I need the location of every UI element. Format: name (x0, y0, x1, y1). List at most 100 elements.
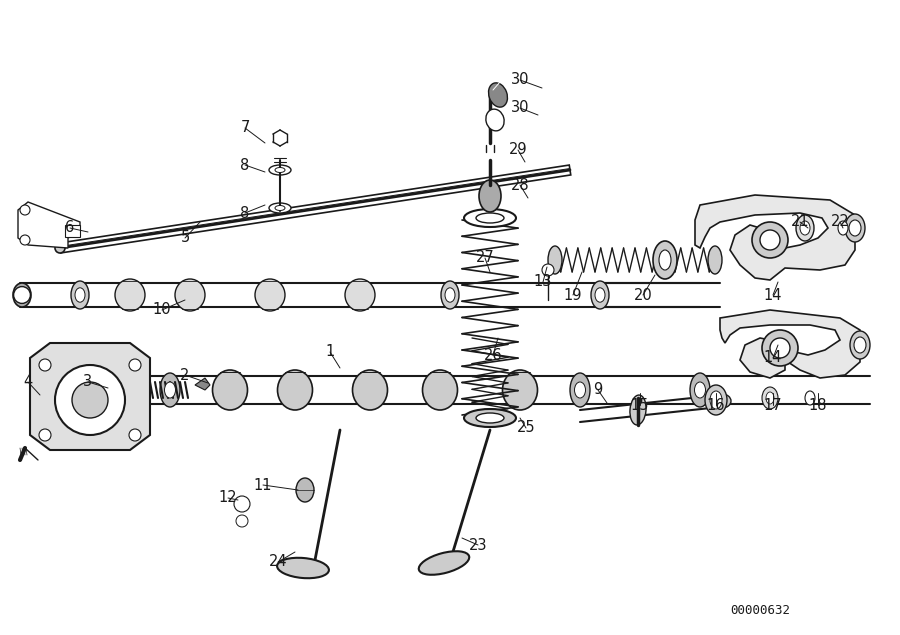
Ellipse shape (464, 209, 516, 227)
Ellipse shape (854, 337, 866, 353)
Text: 22: 22 (831, 215, 850, 229)
Text: 5: 5 (180, 231, 190, 246)
Ellipse shape (445, 288, 455, 302)
Ellipse shape (630, 395, 646, 425)
Text: 19: 19 (563, 288, 582, 302)
Text: 15: 15 (631, 398, 649, 413)
Ellipse shape (175, 279, 205, 311)
Ellipse shape (476, 413, 504, 423)
Ellipse shape (115, 279, 145, 311)
Circle shape (39, 429, 51, 441)
Text: 7: 7 (240, 121, 249, 135)
Circle shape (752, 222, 788, 258)
Polygon shape (59, 165, 571, 253)
Ellipse shape (277, 558, 328, 578)
Ellipse shape (713, 394, 731, 408)
Text: 9: 9 (593, 382, 603, 398)
Polygon shape (695, 195, 855, 280)
Text: 00000632: 00000632 (730, 603, 790, 617)
Ellipse shape (277, 370, 312, 410)
Ellipse shape (653, 241, 677, 279)
Ellipse shape (542, 264, 554, 276)
Ellipse shape (486, 109, 504, 131)
Text: 4: 4 (23, 375, 32, 389)
Ellipse shape (212, 370, 248, 410)
Circle shape (14, 286, 31, 304)
Ellipse shape (418, 551, 469, 575)
Ellipse shape (422, 370, 457, 410)
Ellipse shape (160, 373, 180, 407)
Ellipse shape (353, 370, 388, 410)
Text: 21: 21 (791, 215, 809, 229)
Text: 30: 30 (511, 100, 529, 116)
Polygon shape (18, 202, 80, 248)
Text: 20: 20 (634, 288, 652, 302)
Text: 28: 28 (510, 178, 529, 192)
Circle shape (55, 365, 125, 435)
Ellipse shape (796, 215, 814, 241)
Text: 8: 8 (240, 206, 249, 220)
Circle shape (760, 230, 780, 250)
Ellipse shape (269, 203, 291, 213)
Ellipse shape (805, 391, 815, 405)
Ellipse shape (570, 373, 590, 407)
Ellipse shape (13, 283, 31, 307)
Ellipse shape (269, 165, 291, 175)
Text: 13: 13 (534, 274, 553, 290)
Polygon shape (30, 343, 150, 450)
Text: 23: 23 (469, 537, 487, 552)
Ellipse shape (591, 281, 609, 309)
Text: 11: 11 (254, 478, 272, 493)
Ellipse shape (275, 206, 285, 210)
Text: 25: 25 (517, 420, 535, 436)
Ellipse shape (766, 392, 774, 404)
Text: 29: 29 (508, 142, 527, 157)
Ellipse shape (255, 279, 285, 311)
Text: 26: 26 (483, 347, 502, 363)
Ellipse shape (165, 382, 176, 398)
Circle shape (129, 359, 141, 371)
Ellipse shape (708, 246, 722, 274)
Text: 10: 10 (153, 302, 171, 318)
Circle shape (236, 515, 248, 527)
Ellipse shape (479, 180, 501, 212)
Ellipse shape (275, 168, 285, 173)
Ellipse shape (464, 409, 516, 427)
Polygon shape (195, 378, 210, 390)
Text: 24: 24 (269, 554, 287, 570)
Ellipse shape (849, 220, 861, 236)
Circle shape (20, 235, 30, 245)
Ellipse shape (762, 387, 778, 409)
Text: 14: 14 (764, 351, 782, 366)
Ellipse shape (595, 288, 605, 302)
Text: 27: 27 (475, 250, 494, 265)
Text: 16: 16 (706, 398, 725, 413)
Ellipse shape (55, 243, 65, 253)
Text: 30: 30 (511, 72, 529, 88)
Text: 8: 8 (240, 157, 249, 173)
Text: 2: 2 (180, 368, 190, 382)
Ellipse shape (489, 83, 508, 107)
Circle shape (20, 205, 30, 215)
Ellipse shape (705, 385, 727, 415)
Ellipse shape (695, 382, 706, 398)
Circle shape (762, 330, 798, 366)
Ellipse shape (659, 250, 671, 270)
Text: 3: 3 (84, 375, 93, 389)
Circle shape (39, 359, 51, 371)
Circle shape (770, 338, 790, 358)
Ellipse shape (845, 214, 865, 242)
Circle shape (72, 382, 108, 418)
Ellipse shape (345, 279, 375, 311)
Ellipse shape (850, 331, 870, 359)
Text: 18: 18 (809, 398, 827, 413)
Text: 17: 17 (764, 398, 782, 413)
Polygon shape (720, 310, 860, 378)
Ellipse shape (548, 246, 562, 274)
Ellipse shape (690, 373, 710, 407)
Ellipse shape (296, 478, 314, 502)
Ellipse shape (502, 370, 537, 410)
Ellipse shape (441, 281, 459, 309)
Text: 12: 12 (219, 490, 238, 505)
Ellipse shape (800, 221, 810, 235)
